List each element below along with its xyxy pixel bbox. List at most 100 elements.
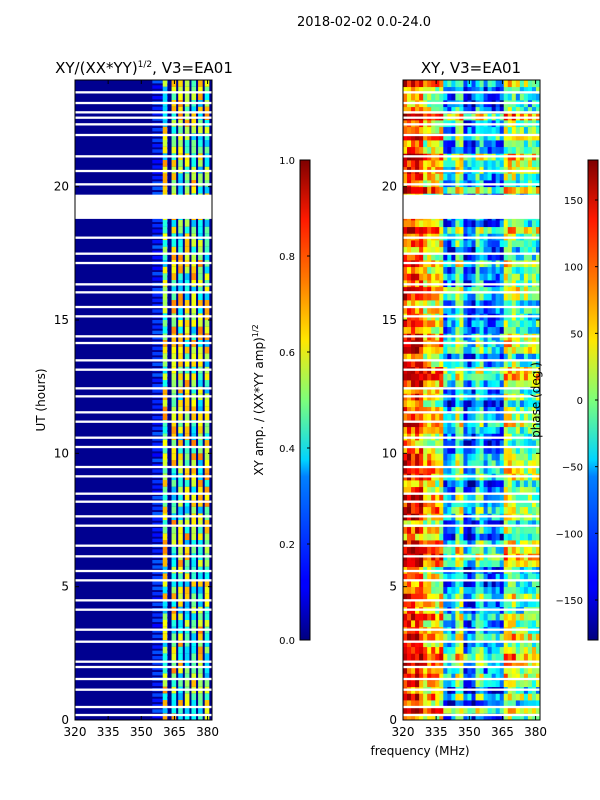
- right-heatmap-cell: [479, 653, 484, 661]
- right-heatmap-cell: [475, 253, 480, 261]
- right-heatmap-cell: [407, 613, 412, 621]
- right-heatmap-cell: [451, 420, 456, 428]
- left-heatmap-band-cell: [178, 633, 183, 641]
- right-heatmap-cell: [411, 93, 416, 101]
- left-heatmap-band-cell: [171, 380, 177, 387]
- right-heatmap-cell: [479, 446, 484, 454]
- right-heatmap-cell: [515, 126, 521, 134]
- right-heatmap-cell: [427, 266, 432, 274]
- right-heatmap-cell: [431, 326, 436, 334]
- right-heatmap-cell: [443, 506, 448, 514]
- right-heatmap-cell: [475, 93, 480, 101]
- right-heatmap-cell: [419, 106, 424, 114]
- right-heatmap-cell: [511, 133, 517, 141]
- right-heatmap-cell: [435, 320, 440, 328]
- right-heatmap-cell: [503, 373, 509, 381]
- right-heatmap-cell: [459, 386, 464, 394]
- right-heatmap-cell: [443, 306, 448, 314]
- right-heatmap-cell: [479, 273, 484, 281]
- right-heatmap-cell: [471, 520, 476, 528]
- left-heatmap-band-cell: [178, 273, 183, 281]
- right-heatmap-cell: [495, 306, 501, 314]
- right-heatmap-cell: [451, 413, 456, 421]
- right-heatmap-cell: [471, 360, 476, 368]
- right-heatmap-cell: [455, 573, 460, 581]
- right-heatmap-cell: [495, 520, 501, 528]
- right-heatmap-cell: [447, 300, 452, 308]
- left-heatmap-cell: [152, 389, 168, 393]
- left-heatmap-cell: [152, 485, 168, 489]
- left-heatmap-band-cell: [178, 540, 183, 547]
- right-heatmap-cell: [483, 346, 489, 354]
- right-heatmap-cell: [435, 693, 440, 701]
- right-heatmap-cell: [423, 506, 428, 514]
- right-heatmap-cell: [419, 386, 424, 394]
- right-heatmap-cell: [491, 80, 497, 88]
- right-heatmap-cell: [403, 320, 408, 328]
- right-heatmap-cell: [451, 380, 456, 388]
- left-heatmap-band-cell: [191, 380, 197, 387]
- right-heatmap-cell: [535, 133, 540, 141]
- right-heatmap-cell: [403, 346, 408, 354]
- right-heatmap-cell: [463, 360, 468, 368]
- right-heatmap-cell: [475, 400, 480, 408]
- left-heatmap-band-cell: [198, 353, 203, 361]
- right-heatmap-cell: [491, 320, 497, 328]
- right-heatmap-cell: [523, 293, 529, 301]
- left-heatmap-band-cell: [184, 360, 190, 367]
- right-heatmap-cell: [431, 560, 436, 568]
- right-heatmap-cell: [495, 526, 501, 534]
- right-heatmap-cell: [439, 373, 444, 381]
- right-heatmap-cell: [503, 480, 509, 488]
- right-heatmap-cell: [427, 600, 432, 608]
- right-heatmap-cell: [503, 506, 509, 514]
- left-heatmap-band-cell: [204, 500, 210, 507]
- right-heatmap-cell: [535, 140, 540, 148]
- right-heatmap-cell: [495, 160, 501, 168]
- right-heatmap-cell: [431, 186, 436, 194]
- left-heatmap-band-cell: [204, 620, 210, 627]
- right-heatmap-cell: [407, 713, 412, 720]
- left-heatmap-band-cell: [171, 666, 177, 674]
- right-heatmap-cell: [475, 386, 480, 394]
- right-heatmap-cell: [439, 353, 444, 361]
- right-heatmap-cell: [531, 446, 537, 454]
- right-heatmap-cell: [523, 700, 529, 708]
- right-heatmap-cell: [487, 493, 493, 501]
- right-heatmap-cell: [531, 680, 537, 688]
- right-heatmap-cell: [523, 466, 529, 474]
- right-heatmap-cell: [519, 680, 525, 688]
- right-heatmap-cell: [423, 700, 428, 708]
- right-x-tick-label: 320: [392, 725, 415, 739]
- right-heatmap-cell: [427, 660, 432, 668]
- right-heatmap-cell: [403, 446, 408, 454]
- right-heatmap-cell: [447, 286, 452, 294]
- right-y-tick-label: 20: [382, 180, 397, 194]
- right-heatmap-cell: [475, 133, 480, 141]
- right-heatmap-cell: [463, 633, 468, 641]
- right-heatmap-cell: [407, 453, 412, 461]
- right-heatmap-cell: [499, 246, 505, 254]
- left-heatmap-band-cell: [198, 373, 203, 381]
- right-heatmap-cell: [403, 693, 408, 701]
- right-heatmap-cell: [427, 80, 432, 88]
- right-heatmap-cell: [411, 493, 416, 501]
- left-heatmap-cell: [152, 496, 168, 500]
- right-heatmap-cell: [471, 293, 476, 301]
- right-heatmap-cell: [515, 226, 521, 234]
- left-heatmap-band-cell: [178, 406, 183, 414]
- right-heatmap-cell: [467, 426, 472, 434]
- right-heatmap-cell: [503, 560, 509, 568]
- right-heatmap-cell: [403, 613, 408, 621]
- right-heatmap-cell: [467, 680, 472, 688]
- left-heatmap-cell: [152, 490, 168, 495]
- left-heatmap-band-cell: [162, 640, 168, 647]
- right-heatmap-cell: [439, 420, 444, 428]
- left-heatmap-band-cell: [162, 660, 168, 667]
- left-heatmap-band-cell: [178, 700, 183, 707]
- left-heatmap-cell: [152, 522, 168, 527]
- right-heatmap-cell: [515, 133, 521, 141]
- right-heatmap-cell: [443, 160, 448, 168]
- right-heatmap-cell: [503, 700, 509, 708]
- right-heatmap-cell: [423, 373, 428, 381]
